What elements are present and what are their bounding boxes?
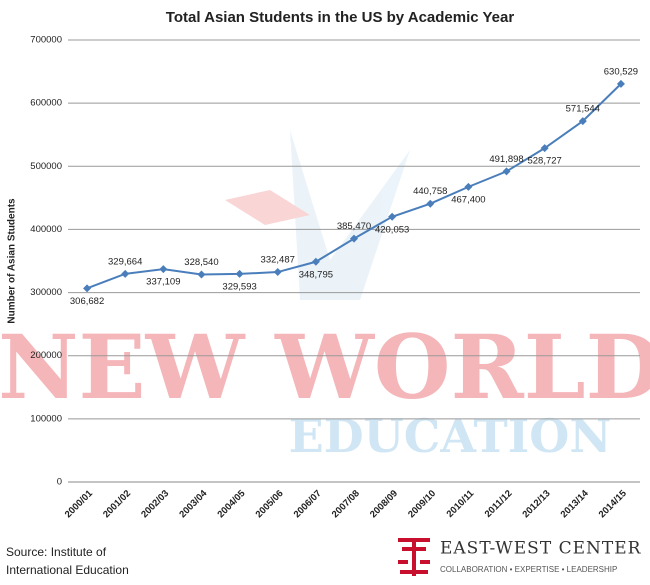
chart-title: Total Asian Students in the US by Academ… <box>166 9 515 26</box>
data-label: 491,898 <box>489 154 523 165</box>
data-label: 329,664 <box>108 256 142 267</box>
marker <box>464 182 473 191</box>
marker <box>159 265 168 274</box>
x-tick-label: 2011/12 <box>483 488 515 520</box>
x-tick-label: 2014/15 <box>597 488 630 521</box>
data-label: 348,795 <box>299 269 333 280</box>
data-label: 528,727 <box>527 156 561 167</box>
watermark: NEW WORLD EDUCATION <box>0 130 650 463</box>
data-label: 385,470 <box>337 221 371 232</box>
y-axis-title: Number of Asian Students <box>7 198 18 324</box>
x-tick-label: 2008/09 <box>368 488 400 520</box>
marker <box>197 270 206 279</box>
logo-background <box>390 533 648 583</box>
data-label: 571,544 <box>566 104 600 115</box>
watermark-shape <box>290 130 410 300</box>
data-label: 630,529 <box>604 66 638 77</box>
x-tick-label: 2000/01 <box>63 488 96 521</box>
source-text: Source: Institute of <box>6 545 107 559</box>
marker <box>616 79 625 88</box>
marker <box>273 268 282 277</box>
marker <box>235 269 244 278</box>
y-tick-label: 500000 <box>30 161 62 172</box>
marker <box>388 212 397 221</box>
marker <box>540 144 549 153</box>
x-tick-label: 2003/04 <box>177 488 210 521</box>
data-label: 467,400 <box>451 194 485 205</box>
logo: EAST-WEST CENTER COLLABORATION • EXPERTI… <box>390 533 648 583</box>
x-tick-label: 2002/03 <box>139 488 171 520</box>
x-tick-label: 2001/02 <box>101 488 133 520</box>
x-tick-label: 2009/10 <box>406 488 438 520</box>
y-tick-label: 700000 <box>30 35 62 46</box>
data-label: 328,540 <box>184 257 218 268</box>
x-tick-label: 2012/13 <box>521 488 553 520</box>
y-tick-label: 300000 <box>30 287 62 298</box>
logo-symbol <box>398 538 430 576</box>
watermark-text: EDUCATION <box>289 409 612 463</box>
y-tick-label: 200000 <box>30 350 62 361</box>
data-label: 337,109 <box>146 277 180 288</box>
y-tick-label: 0 <box>57 477 62 488</box>
x-tick-label: 2007/08 <box>330 488 362 520</box>
x-tick-label: 2010/11 <box>445 488 477 520</box>
x-tick-label: 2005/06 <box>254 488 286 520</box>
data-label: 440,758 <box>413 186 447 197</box>
marker <box>350 234 358 243</box>
marker <box>502 167 511 176</box>
marker <box>578 117 587 126</box>
marker <box>83 284 92 293</box>
logo-tagline: COLLABORATION • EXPERTISE • LEADERSHIP <box>440 565 617 574</box>
x-tick-label: 2013/14 <box>559 488 592 521</box>
watermark-shape <box>225 190 310 225</box>
y-tick-label: 400000 <box>30 224 62 235</box>
data-label: 420,053 <box>375 224 409 235</box>
source-text: International Education <box>6 563 129 577</box>
watermark-text: NEW WORLD <box>0 315 650 419</box>
data-label: 306,682 <box>70 296 104 307</box>
data-label: 332,487 <box>261 255 295 266</box>
x-tick-label: 2006/07 <box>292 488 324 520</box>
y-tick-label: 600000 <box>30 98 62 109</box>
marker <box>311 257 320 266</box>
x-tick-label: 2004/05 <box>215 488 248 521</box>
marker <box>426 199 435 208</box>
logo-name: EAST-WEST CENTER <box>440 539 642 559</box>
data-label: 329,593 <box>222 281 256 292</box>
marker <box>121 269 130 278</box>
y-tick-label: 100000 <box>30 413 62 424</box>
